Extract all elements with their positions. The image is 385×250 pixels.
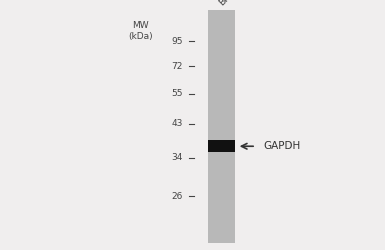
Text: 34: 34 [171, 153, 183, 162]
Text: MW
(kDa): MW (kDa) [128, 21, 153, 41]
Text: 26: 26 [171, 192, 183, 201]
Bar [208, 10, 235, 242]
Text: 55: 55 [171, 89, 183, 98]
Text: BHK-21: BHK-21 [218, 0, 248, 8]
Text: 43: 43 [171, 119, 183, 128]
Text: 95: 95 [171, 37, 183, 46]
Text: GAPDH: GAPDH [264, 141, 301, 151]
Text: 72: 72 [171, 62, 183, 71]
Bar [208, 140, 235, 152]
